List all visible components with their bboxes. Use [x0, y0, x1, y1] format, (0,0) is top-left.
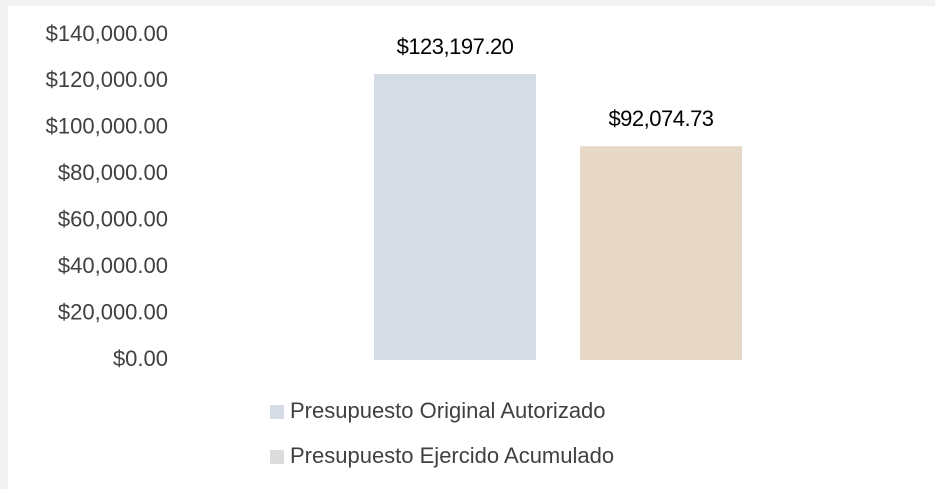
y-tick-label: $80,000.00 [58, 160, 168, 185]
bar [374, 74, 536, 360]
legend-label: Presupuesto Original Autorizado [290, 398, 606, 423]
legend-label: Presupuesto Ejercido Acumulado [290, 443, 614, 468]
data-label: $123,197.20 [397, 34, 514, 59]
y-tick-label: $60,000.00 [58, 207, 168, 232]
legend-swatch [270, 450, 284, 464]
y-tick-label: $0.00 [113, 346, 168, 371]
y-tick-label: $120,000.00 [46, 67, 168, 92]
y-tick-label: $20,000.00 [58, 299, 168, 324]
y-tick-label: $40,000.00 [58, 253, 168, 278]
bar [580, 146, 742, 360]
y-tick-label: $140,000.00 [46, 21, 168, 46]
legend-swatch [270, 405, 284, 419]
y-tick-label: $100,000.00 [46, 114, 168, 139]
data-label: $92,074.73 [608, 106, 713, 131]
